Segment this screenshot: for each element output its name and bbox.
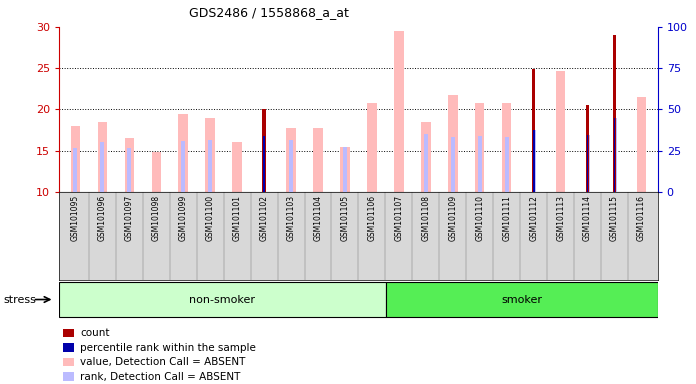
- Bar: [127, 148, 132, 192]
- Bar: [125, 138, 134, 192]
- Bar: [612, 118, 617, 192]
- Bar: [205, 118, 215, 192]
- Text: GSM101105: GSM101105: [340, 195, 349, 241]
- Bar: [313, 127, 323, 192]
- Bar: [532, 130, 536, 192]
- Text: GDS2486 / 1558868_a_at: GDS2486 / 1558868_a_at: [189, 6, 349, 19]
- Text: GSM101102: GSM101102: [260, 195, 269, 241]
- Bar: [263, 136, 265, 192]
- Bar: [451, 137, 454, 192]
- Bar: [286, 127, 296, 192]
- Text: GSM101101: GSM101101: [232, 195, 242, 241]
- Bar: [475, 103, 484, 192]
- Bar: [289, 140, 293, 192]
- Bar: [421, 122, 431, 192]
- Text: GSM101109: GSM101109: [448, 195, 457, 241]
- Text: GSM101096: GSM101096: [98, 195, 106, 241]
- Text: GSM101099: GSM101099: [179, 195, 188, 241]
- Bar: [613, 35, 616, 192]
- Bar: [70, 126, 80, 192]
- Text: percentile rank within the sample: percentile rank within the sample: [80, 343, 256, 353]
- Text: GSM101108: GSM101108: [421, 195, 430, 241]
- Bar: [100, 142, 104, 192]
- Bar: [533, 130, 535, 192]
- Bar: [262, 109, 266, 192]
- Bar: [637, 97, 647, 192]
- Bar: [63, 358, 74, 366]
- Bar: [97, 122, 107, 192]
- Bar: [73, 148, 77, 192]
- Bar: [386, 282, 658, 317]
- Bar: [152, 152, 161, 192]
- Bar: [63, 372, 74, 381]
- Text: smoker: smoker: [501, 295, 542, 305]
- Text: GSM101110: GSM101110: [475, 195, 484, 241]
- Text: GSM101111: GSM101111: [503, 195, 512, 240]
- Text: GSM101104: GSM101104: [313, 195, 322, 241]
- Text: GSM101112: GSM101112: [529, 195, 538, 240]
- Bar: [477, 136, 482, 192]
- Bar: [502, 103, 512, 192]
- Text: GSM101100: GSM101100: [205, 195, 214, 241]
- Bar: [208, 140, 212, 192]
- Bar: [181, 141, 185, 192]
- Text: stress: stress: [3, 295, 36, 305]
- Text: GSM101097: GSM101097: [125, 195, 134, 241]
- Bar: [424, 134, 428, 192]
- Bar: [63, 343, 74, 352]
- Bar: [586, 105, 590, 192]
- Bar: [585, 135, 590, 192]
- Bar: [178, 114, 188, 192]
- Bar: [63, 329, 74, 337]
- Text: non-smoker: non-smoker: [189, 295, 255, 305]
- Bar: [532, 69, 535, 192]
- Bar: [367, 103, 377, 192]
- Bar: [505, 137, 509, 192]
- Text: GSM101095: GSM101095: [71, 195, 80, 241]
- Text: GSM101116: GSM101116: [637, 195, 646, 241]
- Text: GSM101098: GSM101098: [152, 195, 161, 241]
- Text: GSM101115: GSM101115: [610, 195, 619, 241]
- Text: GSM101106: GSM101106: [367, 195, 377, 241]
- Bar: [448, 95, 457, 192]
- Text: count: count: [80, 328, 109, 338]
- Bar: [343, 147, 347, 192]
- Bar: [556, 71, 565, 192]
- Bar: [394, 31, 404, 192]
- Text: GSM101114: GSM101114: [583, 195, 592, 241]
- Bar: [614, 118, 615, 192]
- Text: GSM101113: GSM101113: [556, 195, 565, 241]
- Bar: [232, 142, 242, 192]
- Bar: [587, 135, 588, 192]
- Text: GSM101103: GSM101103: [287, 195, 296, 241]
- Text: GSM101107: GSM101107: [395, 195, 404, 241]
- Text: rank, Detection Call = ABSENT: rank, Detection Call = ABSENT: [80, 372, 241, 382]
- Text: value, Detection Call = ABSENT: value, Detection Call = ABSENT: [80, 357, 246, 367]
- Bar: [340, 147, 349, 192]
- Bar: [59, 282, 386, 317]
